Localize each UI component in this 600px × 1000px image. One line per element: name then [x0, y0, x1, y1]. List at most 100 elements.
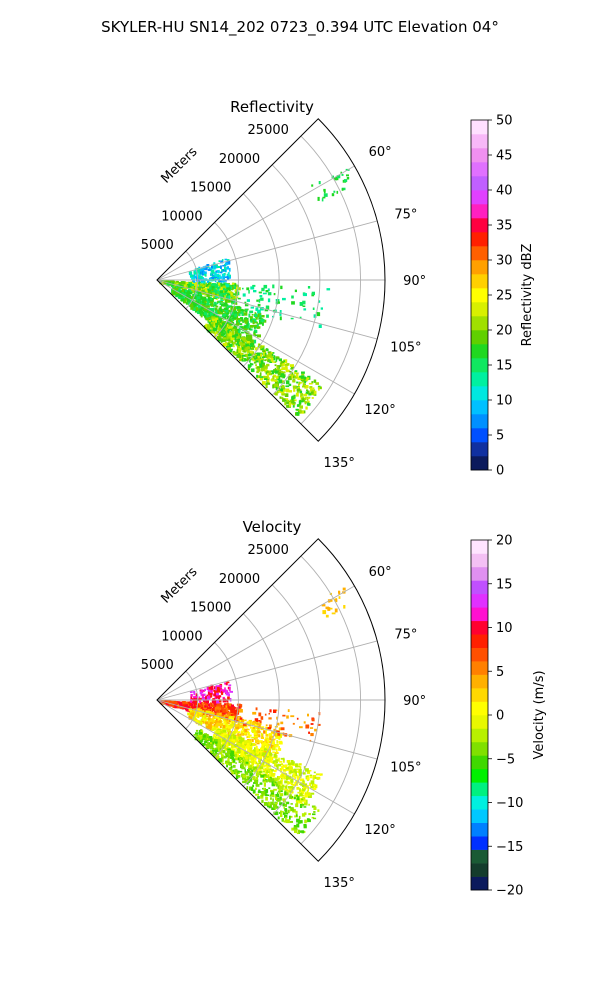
colorbar-swatch: [471, 400, 488, 415]
radial-tick-label: 25000: [248, 123, 289, 138]
colorbar-tick-label: −15: [496, 840, 523, 855]
angular-gridline: [156, 640, 378, 701]
colorbar-swatch: [471, 849, 488, 864]
colorbar-swatch: [471, 302, 488, 317]
radial-tick-label: 25000: [248, 543, 289, 558]
colorbar-tick-label: 5: [496, 665, 504, 680]
angle-tick-label: 120°: [364, 403, 395, 418]
radial-tick-label: 15000: [190, 601, 231, 616]
colorbar-swatch: [471, 620, 488, 635]
colorbar-swatch: [471, 134, 488, 149]
colorbar-swatch: [471, 540, 488, 554]
colorbar-tick-label: 10: [496, 621, 513, 636]
angular-gridline: [156, 279, 378, 340]
velocity-radial-tick-labels: 5000 10000 15000 20000 25000: [141, 543, 289, 673]
colorbar-swatch: [471, 782, 488, 797]
velocity-colorbar-label: Velocity (m/s): [532, 670, 547, 759]
angle-tick-label: 90°: [403, 274, 426, 289]
colorbar-swatch: [471, 148, 488, 163]
colorbar-swatch: [471, 688, 488, 702]
colorbar-tick-label: 0: [496, 464, 504, 479]
colorbar-swatch: [471, 330, 488, 345]
radial-tick-label: 20000: [219, 572, 260, 587]
reflectivity-echo-field: [159, 168, 350, 416]
colorbar-tick-label: 15: [496, 577, 513, 592]
angle-tick-label: 75°: [394, 627, 417, 642]
colorbar-swatch: [471, 456, 488, 471]
reflectivity-panel: Reflectivity Meters 50001000015000200002…: [141, 98, 535, 479]
angle-tick-label: 75°: [394, 207, 417, 222]
colorbar-swatch: [471, 218, 488, 233]
colorbar-swatch: [471, 809, 488, 823]
reflectivity-colorbar: 0 5 10 15 20 25 30 35 40 45 50: [470, 114, 513, 479]
colorbar-swatch: [471, 768, 488, 783]
colorbar-swatch: [471, 836, 488, 850]
colorbar-tick-label: −5: [496, 752, 515, 767]
reflectivity-polar-grid: [156, 118, 386, 442]
velocity-title: Velocity: [243, 518, 302, 536]
radial-tick-label: 10000: [161, 629, 202, 644]
angle-tick-label: 105°: [390, 761, 421, 776]
colorbar-swatch: [471, 593, 488, 608]
colorbar-tick-label: 20: [496, 534, 513, 549]
colorbar-swatch: [471, 120, 488, 135]
radial-tick-label: 15000: [190, 181, 231, 196]
figure-suptitle: SKYLER-HU SN14_202 0723_0.394 UTC Elevat…: [101, 18, 499, 37]
colorbar-tick-label: −10: [496, 796, 523, 811]
radial-tick-label: 10000: [161, 209, 202, 224]
colorbar-swatch: [471, 414, 488, 429]
colorbar-swatch: [471, 190, 488, 205]
colorbar-swatch: [471, 274, 488, 289]
colorbar-swatch: [471, 755, 488, 770]
colorbar-swatch: [471, 863, 488, 877]
colorbar-swatch: [471, 246, 488, 261]
colorbar-swatch: [471, 260, 488, 275]
angular-gridline: [156, 279, 355, 395]
colorbar-tick-label: 25: [496, 289, 513, 304]
colorbar-swatch: [471, 232, 488, 247]
colorbar-swatch: [471, 372, 488, 387]
colorbar-swatch: [471, 316, 488, 331]
colorbar-swatch: [471, 386, 488, 401]
radial-tick-label: 5000: [141, 238, 174, 253]
colorbar-swatch: [471, 288, 488, 303]
angle-tick-label: 135°: [324, 876, 355, 891]
angular-gridline: [156, 220, 378, 281]
colorbar-swatch: [471, 607, 488, 622]
polar-frame: [156, 118, 386, 442]
reflectivity-radial-tick-labels: 5000 10000 15000 20000 25000: [141, 123, 289, 253]
colorbar-swatch: [471, 553, 488, 568]
reflectivity-colorbar-label: Reflectivity dBZ: [520, 244, 535, 347]
colorbar-swatch: [471, 741, 488, 756]
velocity-panel: Velocity Meters 500010000150002000025000…: [141, 518, 547, 899]
colorbar-swatch: [471, 442, 488, 457]
radial-tick-label: 5000: [141, 658, 174, 673]
colorbar-tick-label: 5: [496, 429, 504, 444]
colorbar-swatch: [471, 674, 488, 689]
angle-tick-label: 135°: [324, 456, 355, 471]
colorbar-swatch: [471, 647, 488, 662]
colorbar-swatch: [471, 176, 488, 191]
polar-frame: [156, 538, 386, 862]
radial-tick-label: 20000: [219, 152, 260, 167]
colorbar-tick-label: 40: [496, 184, 513, 199]
colorbar-tick-label: 10: [496, 394, 513, 409]
angle-tick-label: 60°: [369, 145, 392, 160]
colorbar-swatch: [471, 162, 488, 177]
colorbar-swatch: [471, 428, 488, 443]
reflectivity-angle-tick-labels: 60° 75° 90° 105° 120° 135°: [324, 145, 427, 471]
colorbar-tick-label: 35: [496, 219, 513, 234]
colorbar-swatch: [471, 701, 488, 716]
colorbar-swatch: [471, 358, 488, 373]
colorbar-swatch: [471, 566, 488, 581]
colorbar-tick-label: 20: [496, 324, 513, 339]
colorbar-swatch: [471, 634, 488, 648]
velocity-polar-grid: [156, 538, 386, 862]
colorbar-tick-label: −20: [496, 884, 523, 899]
colorbar-swatch: [471, 661, 488, 675]
colorbar-tick-label: 0: [496, 709, 504, 724]
angular-gridline: [156, 165, 355, 281]
colorbar-tick-label: 15: [496, 359, 513, 374]
angle-tick-label: 90°: [403, 694, 426, 709]
